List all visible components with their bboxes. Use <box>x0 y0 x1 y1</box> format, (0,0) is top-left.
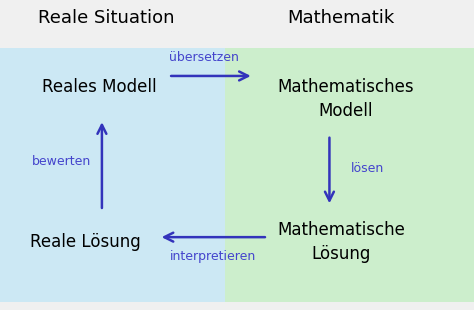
Text: bewerten: bewerten <box>32 155 91 168</box>
Text: Mathematik: Mathematik <box>288 9 395 27</box>
Text: Reale Situation: Reale Situation <box>38 9 175 27</box>
Text: interpretieren: interpretieren <box>170 250 256 263</box>
Text: Reales Modell: Reales Modell <box>42 78 157 96</box>
Text: Mathematisches
Modell: Mathematisches Modell <box>278 78 414 120</box>
Text: Reale Lösung: Reale Lösung <box>30 233 141 251</box>
Bar <box>225 48 474 302</box>
Text: übersetzen: übersetzen <box>169 51 239 64</box>
Text: Mathematische
Lösung: Mathematische Lösung <box>277 221 405 263</box>
Bar <box>0 48 225 302</box>
Text: lösen: lösen <box>351 162 384 175</box>
